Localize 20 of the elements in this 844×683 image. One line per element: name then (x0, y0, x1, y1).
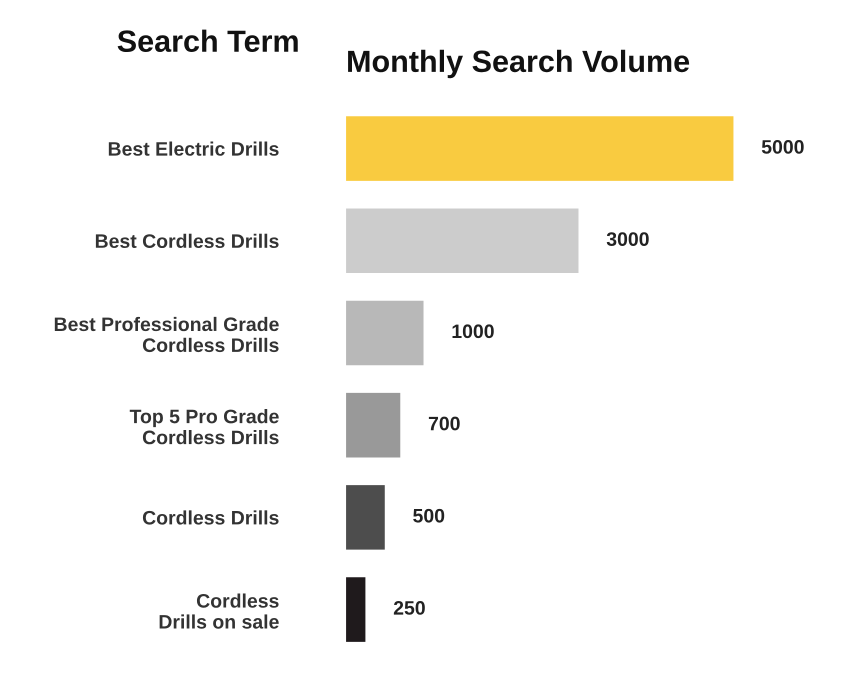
bar (346, 485, 385, 550)
y-tick-label: Best Cordless Drills (96, 234, 279, 248)
bar (346, 577, 366, 642)
bar (346, 208, 578, 274)
data-label: 250 (394, 601, 425, 615)
data-label: 1000 (452, 324, 494, 338)
chart-title: Monthly Search Volume (348, 50, 690, 78)
y-axis-title: Search Term (118, 30, 298, 52)
y-tick-label: Top 5 Pro Grade Cordless Drills (130, 409, 279, 444)
y-tick-label: Best Professional Grade Cordless Drills (54, 316, 279, 352)
data-label: 3000 (606, 232, 649, 246)
data-label: 700 (428, 416, 460, 430)
bar (346, 300, 424, 366)
data-label: 5000 (762, 140, 804, 154)
bar (346, 392, 400, 458)
y-tick-label: Cordless Drills (142, 510, 279, 525)
data-label: 500 (413, 508, 444, 523)
y-tick-label: Cordless Drills on sale (160, 593, 279, 629)
bar (346, 116, 734, 181)
y-tick-label: Best Electric Drills (108, 142, 279, 156)
